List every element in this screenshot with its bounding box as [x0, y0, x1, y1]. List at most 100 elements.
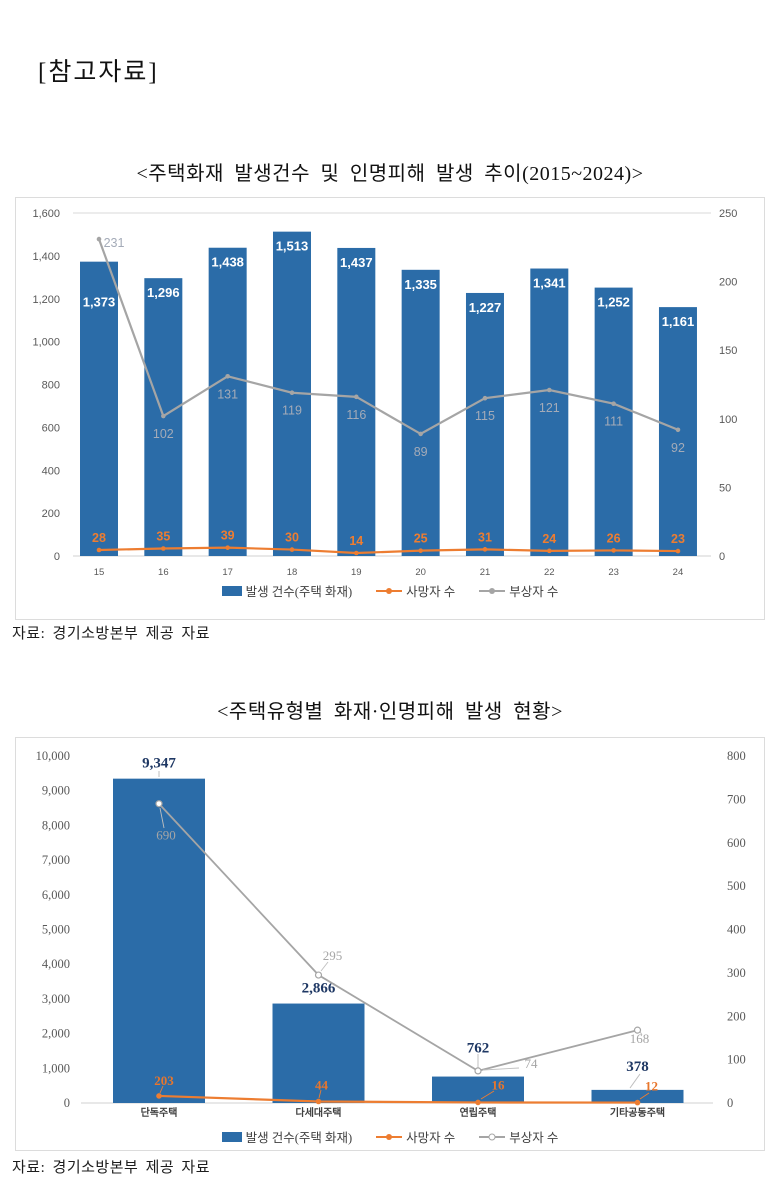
svg-text:1,437: 1,437: [340, 255, 373, 270]
legend-item-deaths: 사망자 수: [376, 581, 455, 600]
svg-text:600: 600: [727, 836, 746, 850]
svg-text:0: 0: [719, 551, 725, 563]
svg-text:500: 500: [727, 879, 746, 893]
svg-text:4,000: 4,000: [42, 957, 70, 971]
chart1-plot: 0 200 400 600 800 1,000 1,200 1,400 1,600 0 50 100 1…: [32, 208, 737, 578]
svg-text:700: 700: [727, 792, 746, 806]
legend-item-injuries: 부상자 수: [479, 1127, 558, 1146]
chart2-legend: 발생 건수(주택 화재) 사망자 수 부상자 수: [16, 1127, 764, 1146]
svg-text:20: 20: [415, 567, 426, 578]
svg-text:25: 25: [414, 532, 428, 546]
legend-item-injuries: 부상자 수: [479, 581, 558, 600]
svg-text:0: 0: [727, 1096, 733, 1110]
chart1-legend: 발생 건수(주택 화재) 사망자 수 부상자 수: [16, 581, 764, 600]
svg-text:1,296: 1,296: [147, 285, 180, 300]
svg-text:1,000: 1,000: [42, 1061, 70, 1075]
svg-text:1,252: 1,252: [597, 295, 630, 310]
svg-text:168: 168: [630, 1031, 650, 1046]
svg-text:기타공동주택: 기타공동주택: [610, 1106, 665, 1119]
svg-text:23: 23: [608, 567, 619, 578]
svg-text:22: 22: [544, 567, 555, 578]
svg-text:1,200: 1,200: [32, 294, 60, 306]
svg-text:100: 100: [727, 1053, 746, 1067]
bar-series-swatch-icon: [221, 585, 242, 596]
svg-text:단독주택: 단독주택: [141, 1106, 178, 1119]
svg-text:50: 50: [719, 482, 731, 494]
svg-text:39: 39: [221, 529, 235, 543]
svg-text:231: 231: [104, 236, 125, 250]
svg-text:100: 100: [719, 414, 737, 426]
chart2-title: <주택유형별 화재·인명피해 발생 현황>: [217, 701, 563, 723]
chart1-source: 자료: 경기소방본부 제공 자료: [12, 626, 211, 642]
svg-text:18: 18: [287, 567, 298, 578]
svg-text:200: 200: [42, 508, 60, 520]
svg-text:7,000: 7,000: [42, 853, 70, 867]
legend-label-bar: 발생 건수(주택 화재): [245, 585, 353, 599]
svg-text:131: 131: [217, 387, 238, 401]
svg-text:115: 115: [475, 409, 495, 423]
svg-text:8,000: 8,000: [42, 818, 70, 832]
svg-text:3,000: 3,000: [42, 992, 70, 1006]
svg-text:300: 300: [727, 966, 746, 980]
svg-text:16: 16: [492, 1077, 506, 1092]
legend-label-injuries: 부상자 수: [509, 1131, 559, 1145]
svg-text:17: 17: [222, 567, 233, 578]
orange-line-swatch-icon: [376, 1133, 403, 1140]
svg-text:200: 200: [727, 1009, 746, 1023]
legend-label-injuries: 부상자 수: [509, 585, 559, 599]
svg-text:74: 74: [525, 1056, 539, 1071]
svg-text:1,438: 1,438: [211, 255, 244, 270]
legend-label-deaths: 사망자 수: [406, 585, 456, 599]
svg-text:1,513: 1,513: [276, 239, 309, 254]
svg-text:2,000: 2,000: [42, 1027, 70, 1041]
svg-text:400: 400: [727, 923, 746, 937]
svg-text:1,000: 1,000: [32, 337, 60, 349]
svg-text:2,866: 2,866: [302, 981, 336, 997]
svg-text:89: 89: [414, 445, 428, 459]
svg-text:5,000: 5,000: [42, 923, 70, 937]
chart2-card: 0 1,000 2,000 3,000 4,000 5,000 6,000 7,000 8,00…: [15, 737, 765, 1151]
svg-text:119: 119: [282, 404, 302, 418]
legend-label-deaths: 사망자 수: [406, 1131, 456, 1145]
chart1-card: 0 200 400 600 800 1,000 1,200 1,400 1,600 0 50 100 1…: [15, 197, 765, 620]
svg-text:0: 0: [54, 551, 60, 563]
svg-text:6,000: 6,000: [42, 888, 70, 902]
svg-text:800: 800: [42, 380, 60, 392]
legend-item-bar: 발생 건수(주택 화재): [221, 1127, 352, 1146]
svg-text:14: 14: [349, 534, 363, 548]
svg-text:1,227: 1,227: [469, 300, 502, 315]
chart2-plot: 0 1,000 2,000 3,000 4,000 5,000 6,000 7,000 8,00…: [36, 749, 746, 1119]
svg-text:26: 26: [607, 531, 621, 545]
svg-text:35: 35: [156, 529, 170, 543]
svg-text:24: 24: [673, 567, 684, 578]
svg-text:1,373: 1,373: [83, 295, 116, 310]
svg-text:9,000: 9,000: [42, 784, 70, 798]
svg-text:102: 102: [153, 427, 174, 441]
svg-text:762: 762: [467, 1041, 490, 1057]
chart1-title: <주택화재 발생건수 및 인명피해 발생 추이(2015~2024)>: [136, 163, 644, 185]
svg-text:30: 30: [285, 531, 299, 545]
gray-line-swatch-icon: [479, 587, 506, 594]
svg-text:24: 24: [542, 532, 556, 546]
svg-text:9,347: 9,347: [142, 756, 176, 772]
svg-text:1,341: 1,341: [533, 276, 566, 291]
svg-text:800: 800: [727, 749, 746, 763]
svg-text:400: 400: [42, 465, 60, 477]
svg-text:0: 0: [64, 1096, 70, 1110]
legend-item-deaths: 사망자 수: [376, 1127, 455, 1146]
svg-text:600: 600: [42, 422, 60, 434]
svg-text:다세대주택: 다세대주택: [296, 1106, 342, 1119]
svg-text:44: 44: [315, 1077, 329, 1092]
svg-text:21: 21: [480, 567, 491, 578]
svg-text:19: 19: [351, 567, 362, 578]
gray-line-swatch-icon: [479, 1133, 506, 1140]
svg-text:116: 116: [346, 408, 366, 422]
svg-text:1,400: 1,400: [32, 251, 60, 263]
svg-text:203: 203: [154, 1073, 174, 1088]
legend-item-bar: 발생 건수(주택 화재): [221, 581, 353, 600]
svg-text:15: 15: [94, 567, 105, 578]
page-title: [참고자료]: [38, 59, 159, 86]
svg-text:378: 378: [626, 1059, 649, 1075]
svg-text:150: 150: [719, 345, 737, 357]
svg-text:92: 92: [671, 441, 685, 455]
